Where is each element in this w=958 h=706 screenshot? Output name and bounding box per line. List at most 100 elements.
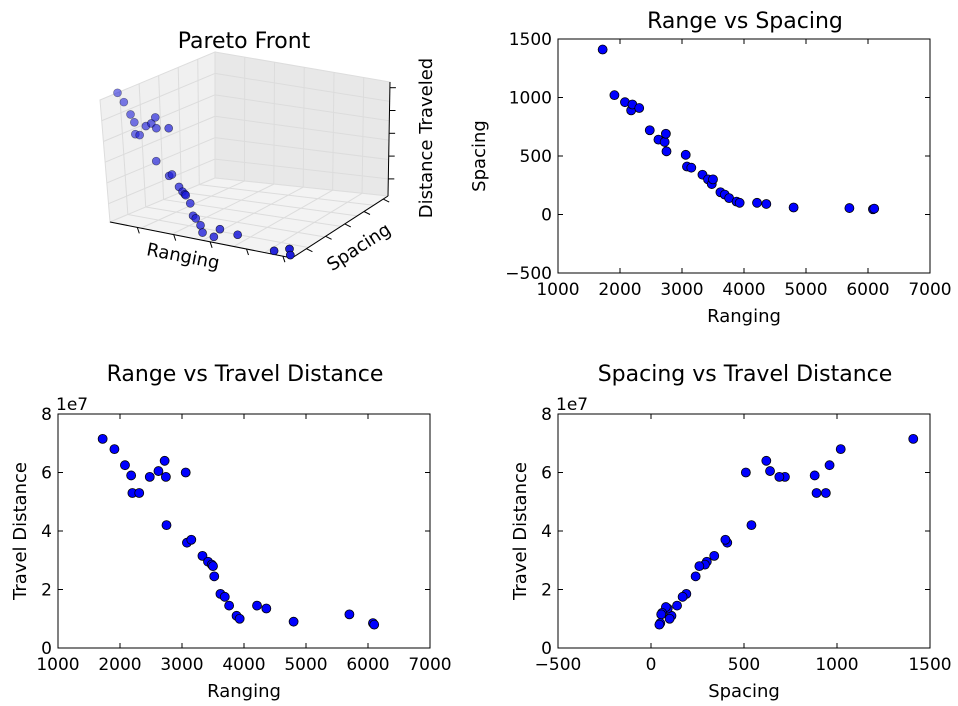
x-tick-label-range-vs-travel-distance: 6000 [346, 655, 389, 675]
scatter-point [180, 467, 191, 478]
grid-line-3d [214, 158, 389, 180]
scatter-point [660, 128, 671, 139]
pareto-front-3d-panel: Pareto Front Ranging Spacing Distance Tr… [99, 29, 437, 276]
scatter-point [120, 460, 130, 471]
scatter-point [844, 203, 855, 213]
y-tick-label-range-vs-spacing: 1500 [509, 30, 552, 50]
grid-line-3d [108, 158, 216, 205]
scatter-point [597, 44, 608, 55]
scatter-point-3d [286, 250, 295, 260]
grid-line-3d [171, 183, 275, 235]
y-tick-label-spacing-vs-travel-distance: 6 [541, 464, 552, 484]
x-axis-label-range-vs-travel-distance: Ranging [207, 681, 281, 702]
scatter-point [661, 146, 672, 157]
scatter-point [654, 619, 665, 630]
grid-line-3d [214, 94, 390, 122]
grid-line-3d [233, 189, 333, 247]
y-tick-label-range-vs-travel-distance: 6 [41, 464, 52, 484]
y-tick-mark-3d [363, 211, 371, 215]
x-tick-label-range-vs-travel-distance: 7000 [408, 655, 451, 675]
offset-text-range-vs-travel-distance: 1e7 [56, 395, 88, 415]
spacing-axis-line [291, 195, 389, 259]
scatter-point-3d [113, 88, 122, 98]
scatter-point [234, 613, 245, 624]
grid-line-3d [101, 72, 216, 122]
scatter-point-3d [196, 220, 205, 230]
grid-line-3d [158, 75, 165, 200]
y-tick-label-range-vs-travel-distance: 4 [41, 522, 52, 542]
grid-line-3d [264, 192, 363, 254]
scatter-point [186, 534, 197, 545]
x-tick-label-range-vs-travel-distance: 1000 [36, 655, 79, 675]
z-axis-label-distance-3d: Distance Traveled [416, 58, 437, 218]
scatter-point-3d [151, 156, 161, 166]
x-tick-label-range-vs-travel-distance: 5000 [284, 655, 327, 675]
grid-line-3d [214, 137, 389, 161]
x-tick-label-spacing-vs-travel-distance: 1000 [815, 655, 858, 675]
scatter-point [720, 534, 731, 545]
x-tick-label-spacing-vs-travel-distance: −500 [535, 655, 582, 675]
scatter-point-3d [152, 123, 161, 133]
y-tick-label-range-vs-travel-distance: 0 [41, 639, 52, 659]
x-axis-label-ranging-3d: Ranging [145, 239, 221, 274]
scatter-point [774, 471, 785, 482]
plot-frame-range-vs-spacing [557, 38, 931, 274]
y-tick-label-range-vs-travel-distance: 8 [41, 405, 52, 425]
y-tick-mark-3d [325, 235, 332, 240]
back-wall-right [214, 51, 391, 197]
x-tick-label-range-vs-spacing: 4000 [722, 280, 765, 300]
y-tick-label-spacing-vs-travel-distance: 8 [541, 405, 552, 425]
axes-range-vs-spacing: 1000 2000 3000 4000 5000 6000 7000 −500 0 500 1000… [505, 30, 951, 300]
scatter-point [824, 460, 835, 471]
scatter-point [680, 149, 691, 160]
plot-frame-range-vs-travel-distance [57, 413, 431, 649]
scatter-point-3d [191, 214, 201, 223]
scatter-point [761, 455, 772, 466]
scatter-point [765, 466, 775, 476]
x-tick-label-range-vs-spacing: 6000 [846, 280, 889, 300]
grid-line-3d [214, 72, 390, 102]
scatter-point [835, 444, 846, 455]
scatter-point [97, 433, 108, 444]
scatter-point [261, 603, 272, 614]
scatter-point [369, 619, 380, 630]
scatter-point-3d [164, 123, 173, 133]
x-tick-label-range-vs-spacing: 1000 [536, 280, 579, 300]
scatter-point-3d [181, 190, 191, 200]
scatter-point [734, 197, 745, 208]
scatter-point-3d [135, 130, 144, 140]
y-axis-label-range-vs-travel-distance: Travel Distance [10, 462, 31, 601]
scatter-point [153, 466, 164, 476]
scatter-point [908, 433, 919, 444]
scatter-point [160, 471, 171, 482]
x-tick-label-range-vs-travel-distance: 2000 [98, 655, 141, 675]
chart-title-range-vs-spacing: Range vs Spacing [647, 9, 843, 34]
grid-line-3d [138, 83, 147, 208]
y-tick-mark-3d [382, 198, 390, 203]
y-tick-label-range-vs-spacing: 1000 [509, 89, 552, 109]
scatter-point [656, 609, 667, 620]
scatter-point-3d [269, 246, 279, 256]
chart-title-spacing-vs-travel-distance: Spacing vs Travel Distance [598, 362, 893, 387]
scatter-point [677, 591, 688, 602]
scatter-point-3d [185, 199, 195, 208]
offset-text-spacing-vs-travel-distance: 1e7 [556, 395, 588, 415]
y-tick-label-spacing-vs-travel-distance: 2 [541, 581, 552, 601]
y-tick-label-range-vs-spacing: −500 [505, 264, 552, 284]
scatter-point [252, 600, 262, 611]
x-tick-label-range-vs-spacing: 5000 [784, 280, 827, 300]
grid-line-3d [302, 67, 305, 188]
y-axis-label-range-vs-spacing: Spacing [469, 120, 490, 192]
grid-line-3d [214, 115, 390, 141]
x-tick-label-spacing-vs-travel-distance: 1500 [908, 655, 951, 675]
scatter-point [761, 199, 772, 209]
grid-line-3d [361, 77, 365, 194]
grid-line-3d [177, 67, 182, 193]
scatter-point-3d [233, 230, 242, 240]
axes-range-vs-travel-distance: 1000 2000 3000 4000 5000 6000 7000 0 2 4 6 8 [36, 405, 451, 675]
x-tick-mark-3d [246, 248, 249, 256]
scatter-point [144, 471, 155, 482]
grid-line-3d [181, 191, 358, 217]
scatter-point-3d [150, 113, 160, 122]
